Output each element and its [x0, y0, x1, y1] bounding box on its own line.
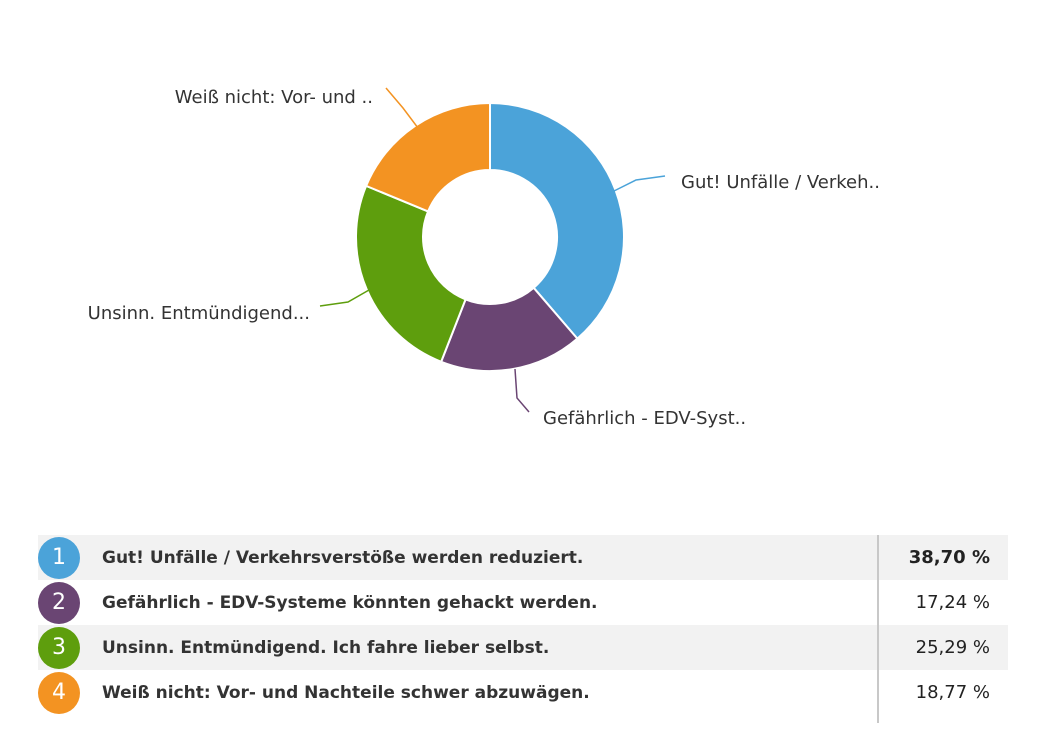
slice-label: Gefährlich - EDV-Syst..: [543, 408, 746, 429]
donut-slice: [364, 101, 491, 213]
rank-badge: 1: [38, 536, 80, 579]
percent-value: 38,70 %: [908, 547, 990, 568]
slice-label: Unsinn. Entmündigend...: [88, 303, 310, 324]
table-row: 1 Gut! Unfälle / Verkehrsverstöße werden…: [38, 535, 1008, 580]
callout-line: [613, 175, 666, 192]
percent-value: 25,29 %: [915, 637, 990, 658]
table-divider: [877, 535, 879, 723]
table-row: 2 Gefährlich - EDV-Systeme könnten gehac…: [38, 580, 1008, 625]
callout-line: [319, 289, 370, 307]
slice-label: Gut! Unfälle / Verkeh..: [681, 172, 880, 193]
slice-label: Weiß nicht: Vor- und ..: [175, 87, 373, 108]
rank-badge: 3: [38, 626, 80, 669]
donut-chart: Gut! Unfälle / Verkeh.. Gefährlich - EDV-…: [88, 87, 880, 429]
table-row: 3 Unsinn. Entmündigend. Ich fahre lieber…: [38, 625, 1008, 670]
donut-slice: [355, 184, 467, 364]
callout-line: [385, 87, 419, 129]
donut-slice: [439, 286, 579, 372]
answer-label: Weiß nicht: Vor- und Nachteile schwer ab…: [102, 682, 590, 703]
rank-badge: 4: [38, 671, 80, 714]
rank-badge: 2: [38, 581, 80, 624]
percent-value: 18,77 %: [915, 682, 990, 703]
answer-label: Gut! Unfälle / Verkehrsverstöße werden r…: [102, 547, 584, 568]
donut-slice: [489, 101, 625, 341]
callout-line: [514, 368, 530, 413]
percent-value: 17,24 %: [915, 592, 990, 613]
table-row: 4 Weiß nicht: Vor- und Nachteile schwer …: [38, 670, 1008, 715]
results-table: 1 Gut! Unfälle / Verkehrsverstöße werden…: [38, 535, 1008, 715]
answer-label: Gefährlich - EDV-Systeme könnten gehackt…: [102, 592, 598, 613]
answer-label: Unsinn. Entmündigend. Ich fahre lieber s…: [102, 637, 550, 658]
chart-area: Gut! Unfälle / Verkeh.. Gefährlich - EDV-…: [88, 87, 880, 429]
